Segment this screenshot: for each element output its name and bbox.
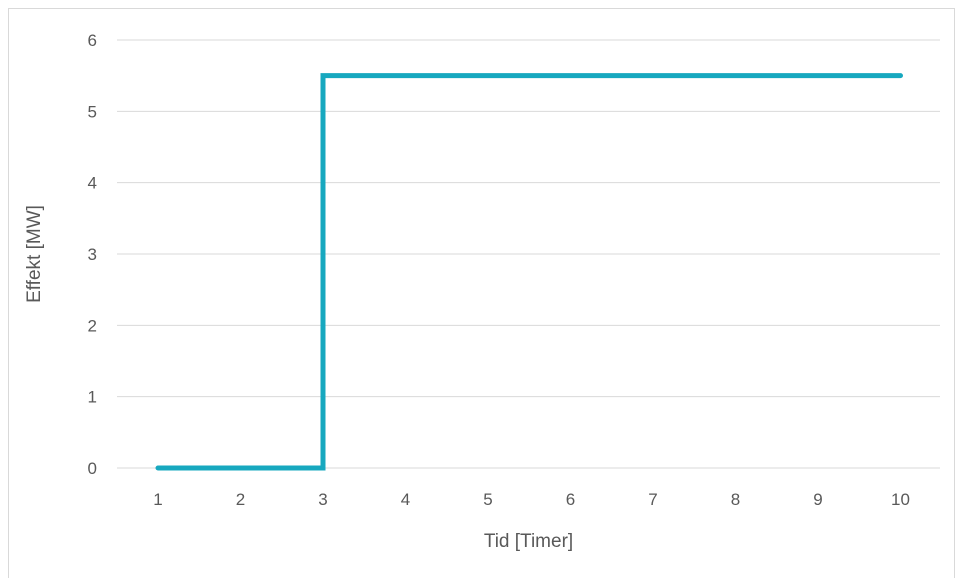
x-tick-label: 7: [648, 490, 657, 509]
x-tick-label: 8: [731, 490, 740, 509]
series-line-0: [155, 73, 903, 471]
x-axis-title: Tid [Timer]: [484, 531, 573, 552]
chart-area: [8, 8, 955, 578]
y-tick-label: 5: [88, 102, 97, 121]
y-tick-label: 0: [88, 459, 97, 478]
y-tick-label: 3: [88, 245, 97, 264]
plot-series: [155, 73, 903, 471]
x-tick-label: 6: [566, 490, 575, 509]
y-axis-title: Effekt [MW]: [24, 205, 45, 303]
x-tick-label: 5: [483, 490, 492, 509]
x-tick-label: 1: [153, 490, 162, 509]
y-tick-label: 1: [88, 388, 97, 407]
x-tick-label: 3: [318, 490, 327, 509]
x-tick-label: 2: [236, 490, 245, 509]
x-tick-label: 9: [813, 490, 822, 509]
y-axis-tick-labels: 0 1 2 3 4 5 6: [88, 31, 97, 478]
y-tick-label: 2: [88, 316, 97, 335]
y-tick-label: 4: [88, 174, 97, 193]
gridlines: [117, 39, 940, 469]
y-tick-label: 6: [88, 31, 97, 50]
x-tick-label: 10: [891, 490, 910, 509]
x-axis-tick-labels: 1 2 3 4 5 6 7 8 9 10: [153, 490, 910, 509]
x-tick-label: 4: [401, 490, 410, 509]
